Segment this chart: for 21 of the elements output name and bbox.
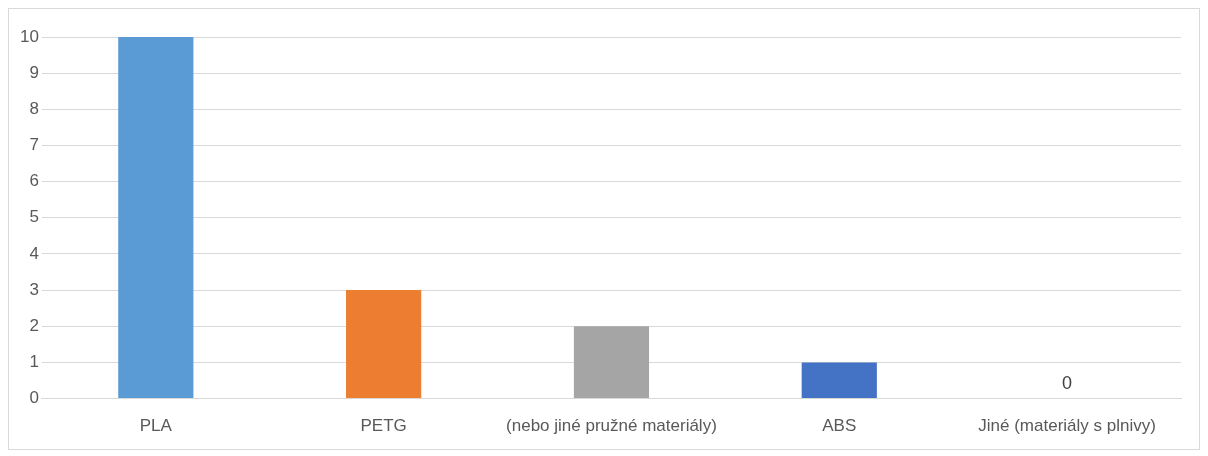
y-tick-label: 2 <box>29 315 39 335</box>
y-tick-label: 0 <box>29 388 39 408</box>
x-tick-label: ABS <box>822 416 857 436</box>
x-tick-label: PETG <box>360 416 407 436</box>
y-tick-label: 3 <box>29 279 39 299</box>
x-tick-label: (nebo jiné pružné materiály) <box>506 416 717 436</box>
bar <box>118 37 194 399</box>
x-tick-label: PLA <box>139 416 173 436</box>
y-tick-label: 1 <box>29 352 39 372</box>
y-tick-label: 9 <box>29 62 39 82</box>
y-tick-label: 7 <box>29 135 39 155</box>
data-label: 0 <box>1062 372 1073 393</box>
bar <box>346 290 422 399</box>
x-tick-label: Jiné (materiály s plnivy) <box>978 416 1156 436</box>
y-tick-label: 8 <box>29 99 39 119</box>
y-tick-label: 4 <box>29 243 39 263</box>
bar <box>573 326 650 399</box>
bar <box>801 362 877 399</box>
y-tick-label: 10 <box>19 26 39 46</box>
y-tick-label: 5 <box>29 207 39 227</box>
y-tick-label: 6 <box>29 171 39 191</box>
